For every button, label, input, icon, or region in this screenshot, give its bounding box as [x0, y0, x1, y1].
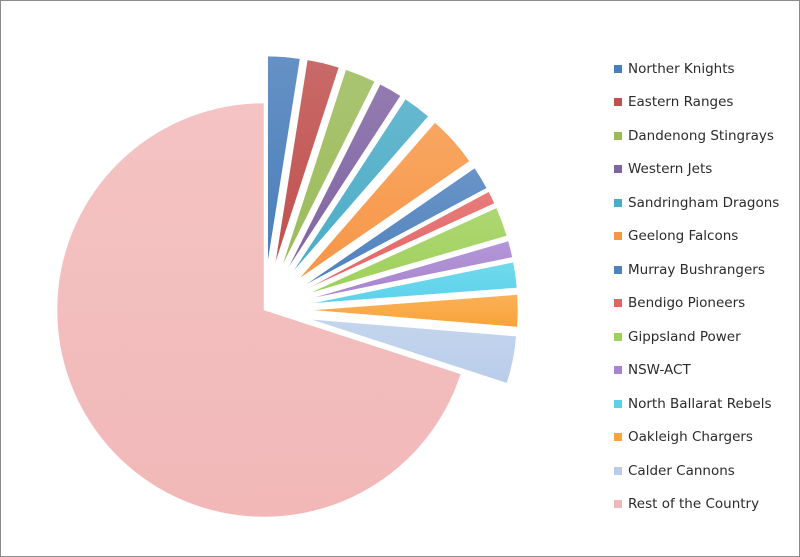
legend-swatch — [614, 399, 622, 408]
legend-swatch — [614, 466, 622, 475]
legend-swatch — [614, 265, 622, 274]
legend-swatch — [614, 500, 622, 509]
legend-swatch — [614, 131, 622, 140]
legend-swatch — [614, 433, 622, 442]
pie-slice-dandenong-stingrays — [281, 69, 375, 267]
legend-label: North Ballarat Rebels — [628, 395, 772, 412]
legend-label: NSW-ACT — [628, 362, 691, 379]
legend-item-north-ballarat-rebels: North Ballarat Rebels — [614, 387, 798, 421]
pie-slice-western-jets — [287, 83, 401, 270]
legend-label: Murray Bushrangers — [628, 261, 765, 278]
legend-item-sandringham-dragons: Sandringham Dragons — [614, 186, 798, 220]
legend-swatch — [614, 299, 622, 308]
legend-swatch — [614, 64, 622, 73]
legend-label: Eastern Ranges — [628, 94, 734, 111]
legend-item-rest-of-the-country: Rest of the Country — [614, 488, 798, 522]
chart-legend: Norther Knights Eastern Ranges Dandenong S… — [614, 52, 798, 521]
legend-swatch — [614, 332, 622, 341]
legend-label: Dandenong Stingrays — [628, 127, 774, 144]
legend-label: Bendigo Pioneers — [628, 295, 746, 312]
legend-item-western-jets: Western Jets — [614, 153, 798, 187]
legend-item-calder-cannons: Calder Cannons — [614, 454, 798, 488]
legend-swatch — [614, 98, 622, 107]
pie-slice-rest-of-the-country — [56, 102, 462, 518]
pie-slice-eastern-ranges — [274, 59, 340, 265]
legend-swatch — [614, 165, 622, 174]
pie-slice-gippsland-power — [307, 207, 508, 294]
legend-swatch — [614, 198, 622, 207]
legend-item-geelong-falcons: Geelong Falcons — [614, 220, 798, 254]
legend-item-murray-bushrangers: Murray Bushrangers — [614, 253, 798, 287]
legend-label: Calder Cannons — [628, 462, 735, 479]
legend-label: Geelong Falcons — [628, 228, 739, 245]
legend-item-bendigo-pioneers: Bendigo Pioneers — [614, 287, 798, 321]
pie-slice-norther-knights — [267, 55, 301, 264]
legend-label: Gippsland Power — [628, 328, 741, 345]
legend-label: Norther Knights — [628, 60, 735, 77]
pie-slice-calder-cannons — [310, 318, 517, 384]
pie-slice-sandringham-dragons — [292, 98, 429, 273]
pie-slice-north-ballarat-rebels — [310, 261, 518, 304]
legend-label: Western Jets — [628, 161, 713, 178]
legend-label: Oakleigh Chargers — [628, 429, 753, 446]
pie-slice-murray-bushrangers — [304, 167, 488, 286]
pie-slice-nsw-act — [309, 240, 513, 299]
pie-slice-geelong-falcons — [298, 122, 470, 279]
legend-item-dandenong-stingrays: Dandenong Stingrays — [614, 119, 798, 153]
legend-item-oakleigh-chargers: Oakleigh Chargers — [614, 421, 798, 455]
legend-swatch — [614, 366, 622, 375]
legend-item-gippsland-power: Gippsland Power — [614, 320, 798, 354]
pie-slice-bendigo-pioneers — [306, 191, 495, 290]
legend-item-eastern-ranges: Eastern Ranges — [614, 86, 798, 120]
pie-slice-oakleigh-chargers — [310, 294, 519, 328]
legend-item-nsw-act: NSW-ACT — [614, 354, 798, 388]
legend-swatch — [614, 232, 622, 241]
legend-item-norther-knights: Norther Knights — [614, 52, 798, 86]
legend-label: Rest of the Country — [628, 496, 760, 513]
legend-label: Sandringham Dragons — [628, 194, 780, 211]
